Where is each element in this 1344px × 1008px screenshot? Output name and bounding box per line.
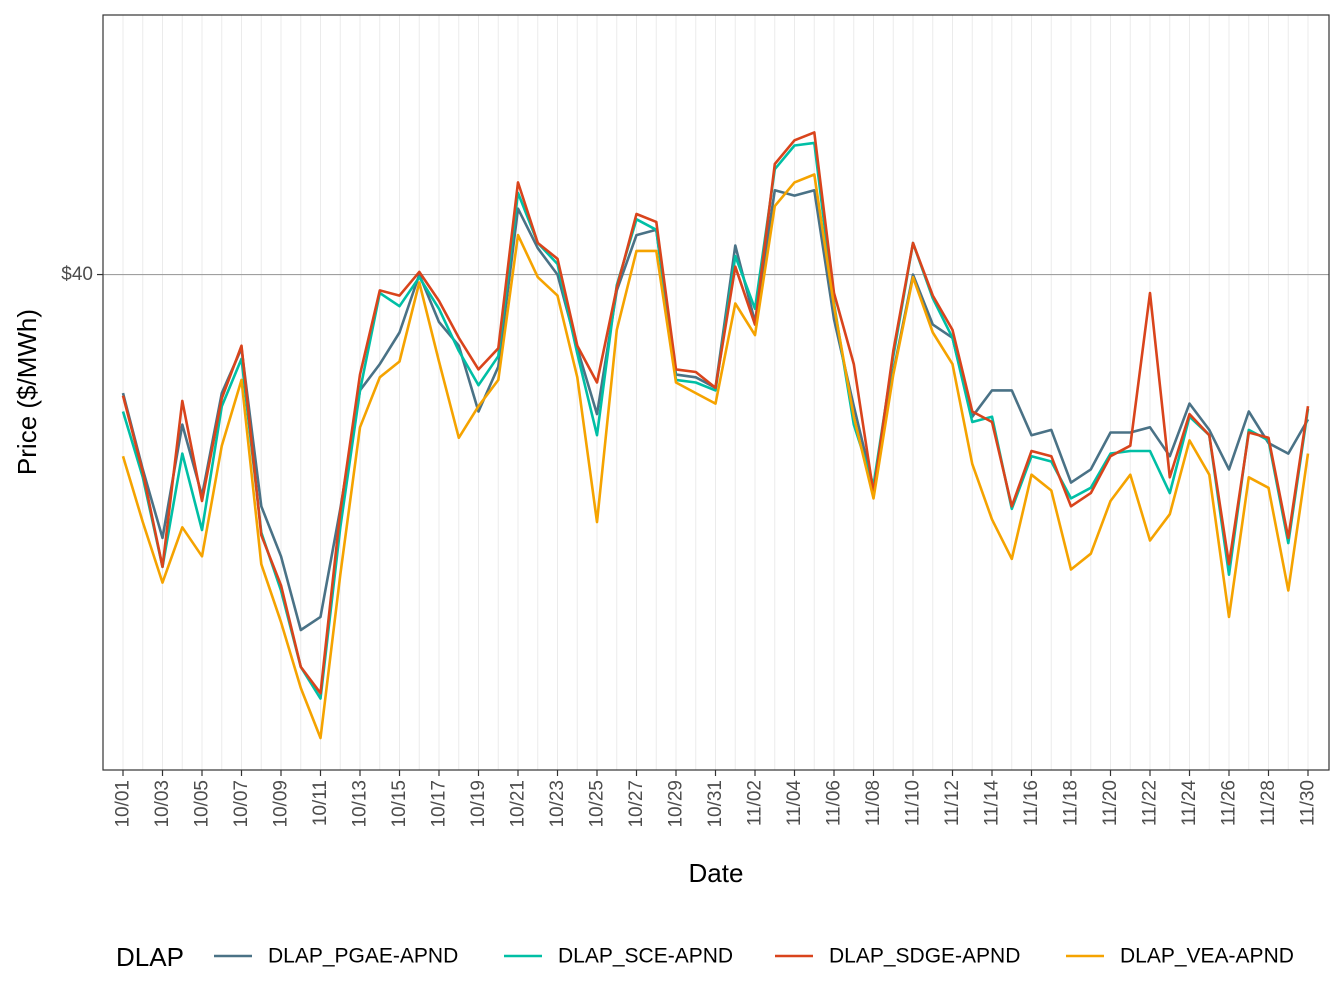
x-tick-label: 11/28 [1258,780,1279,826]
x-tick-label: 10/09 [271,780,292,828]
x-tick-label: 11/08 [863,780,884,826]
x-tick-label: 10/07 [231,780,252,828]
y-axis: $40 [61,264,103,285]
x-tick-label: 11/22 [1140,780,1161,826]
x-tick-label: 10/11 [310,780,331,826]
plot-panel [102,14,1330,771]
x-tick-label: 11/10 [903,780,924,826]
x-tick-label: 10/15 [389,780,410,828]
x-tick-label: 11/06 [824,780,845,826]
x-tick-label: 10/25 [587,780,608,828]
x-tick-label: 10/21 [508,780,529,828]
x-axis: 10/01 10/03 10/05 10/07 10/09 10/11 10/13 10/15… [113,770,1319,828]
x-tick-label: 10/05 [192,780,213,828]
x-tick-label: 11/20 [1100,780,1121,826]
series-line-dlap-vea-apnd [121,173,1310,740]
x-tick-label: 10/17 [429,780,450,828]
y-axis-title: Price ($/MWh) [12,309,42,475]
x-tick-label: 10/27 [626,780,647,828]
y-tick-label: $40 [61,264,93,285]
x-tick-label: 11/18 [1061,780,1082,826]
x-tick-label: 11/02 [745,780,766,826]
x-tick-label: 10/19 [468,780,489,828]
x-tick-label: 11/30 [1298,780,1319,826]
x-tick-label: 10/31 [705,780,726,828]
series-line-dlap-sdge-apnd [121,131,1310,695]
x-tick-label: 10/13 [350,780,371,828]
x-tick-label: 10/29 [666,780,687,828]
x-tick-label: 10/03 [152,780,173,828]
legend-label: DLAP_SCE-APND [558,945,733,968]
x-axis-title: Date [689,858,744,888]
x-tick-label: 11/16 [1021,780,1042,826]
x-tick-label: 11/24 [1179,780,1200,827]
series-line-dlap-sce-apnd [121,141,1310,700]
legend-title: DLAP [116,942,184,972]
x-tick-label: 10/23 [547,780,568,828]
legend-label: DLAP_PGAE-APND [268,945,458,968]
legend-label: DLAP_VEA-APND [1120,945,1294,968]
x-tick-label: 11/04 [784,780,805,827]
x-tick-label: 11/12 [942,780,963,826]
x-tick-label: 11/14 [982,780,1003,827]
legend: DLAP DLAP_PGAE-APND DLAP_SCE-APND DLAP_SDG… [116,942,1294,972]
x-tick-label: 10/01 [113,780,134,828]
legend-label: DLAP_SDGE-APND [829,945,1020,968]
x-tick-label: 11/26 [1219,780,1240,826]
